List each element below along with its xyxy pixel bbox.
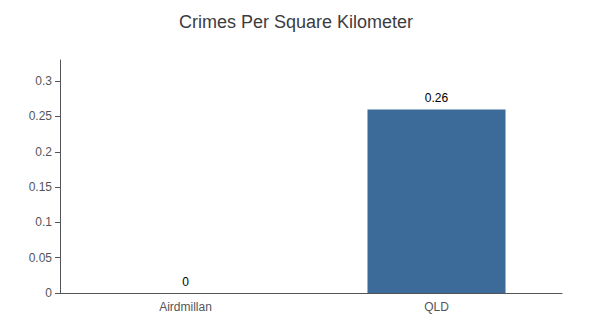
svg-text:0.25: 0.25 bbox=[29, 109, 53, 123]
svg-text:0.05: 0.05 bbox=[29, 251, 53, 265]
svg-text:0.26: 0.26 bbox=[425, 91, 449, 105]
svg-text:0.2: 0.2 bbox=[35, 145, 52, 159]
svg-text:Airdmillan: Airdmillan bbox=[159, 300, 212, 314]
svg-text:0.3: 0.3 bbox=[35, 74, 52, 88]
svg-text:0.1: 0.1 bbox=[35, 215, 52, 229]
svg-text:0: 0 bbox=[45, 286, 52, 300]
svg-text:Crimes Per Square Kilometer: Crimes Per Square Kilometer bbox=[179, 12, 413, 32]
svg-text:QLD: QLD bbox=[424, 300, 449, 314]
svg-text:0.15: 0.15 bbox=[29, 180, 53, 194]
svg-text:0: 0 bbox=[182, 275, 189, 289]
